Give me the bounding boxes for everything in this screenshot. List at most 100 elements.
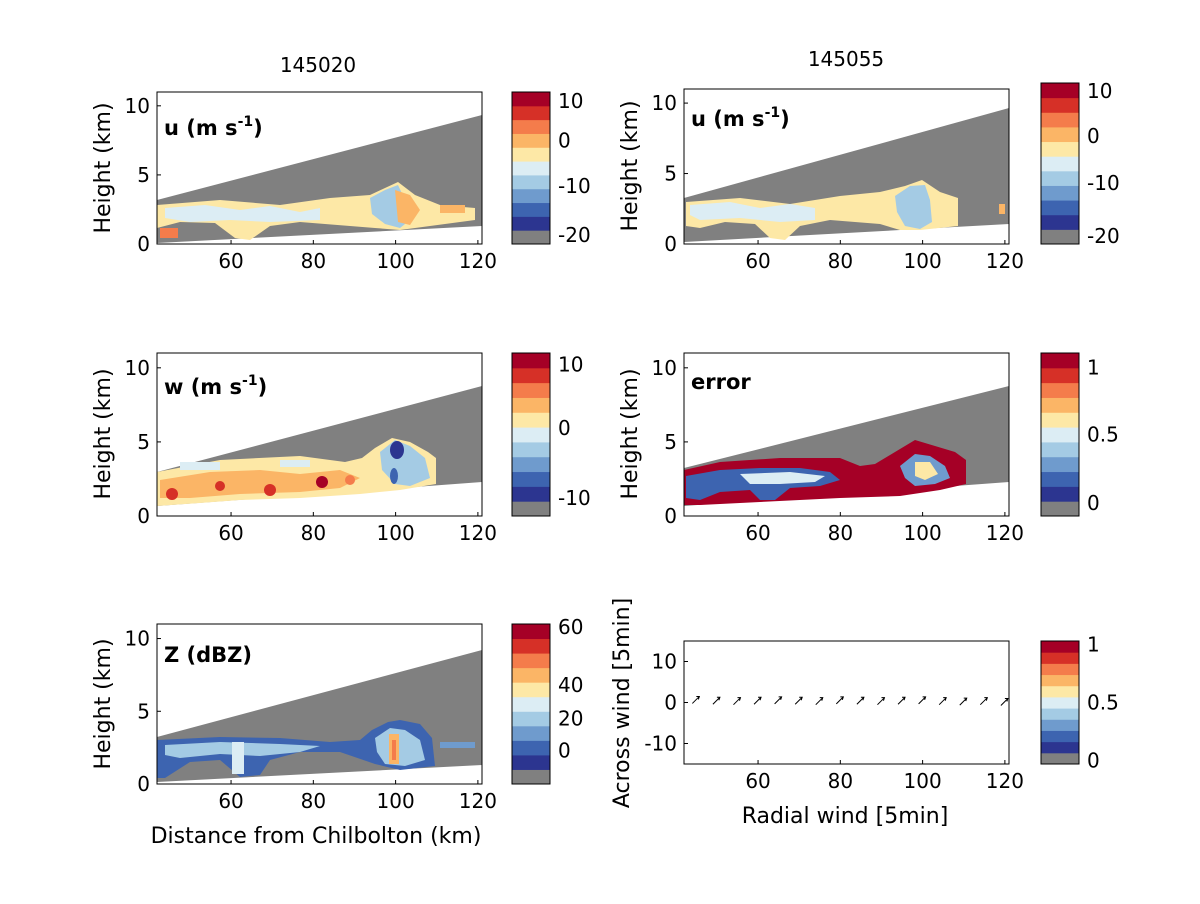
colorbar-tick-label: 0 <box>558 129 571 153</box>
wind-vector <box>856 696 865 705</box>
axes-frame <box>683 352 1010 517</box>
colorbar-tick-label: 0 <box>1087 748 1100 772</box>
wind-vector <box>691 695 701 704</box>
colorbar-swatch <box>512 441 550 458</box>
y-tick-label: 0 <box>664 504 677 528</box>
beam-mask-top <box>157 92 482 200</box>
axes-frame <box>683 88 1010 245</box>
colorbar-swatch <box>512 367 550 384</box>
updraft-core <box>166 488 178 500</box>
colorbar-swatch <box>512 161 550 176</box>
colorbar: 10 0 -10 -20 <box>1040 79 1120 248</box>
colorbar: 10.50 <box>1040 352 1119 517</box>
panel-label-sup: -1 <box>238 114 254 130</box>
x-tick-label: 80 <box>828 521 853 545</box>
y-tick-label: 5 <box>664 162 677 186</box>
colorbar-swatch <box>512 667 550 683</box>
colorbar-tick-label: 0 <box>558 738 571 762</box>
x-tick-label: 120 <box>459 789 497 813</box>
updraft-core <box>215 481 225 491</box>
colorbar-swatch <box>512 92 550 107</box>
colorbar-swatch <box>1041 652 1079 664</box>
colorbar-swatch <box>1041 708 1079 720</box>
y-tick-label: 10 <box>125 627 150 651</box>
colorbar-swatch <box>512 412 550 428</box>
colorbar-tick-label: 10 <box>1087 79 1112 103</box>
colorbar-swatch <box>1041 486 1079 502</box>
wind-vector <box>815 697 824 706</box>
colorbar-swatch <box>1041 382 1079 398</box>
cloud-base <box>686 180 958 240</box>
colorbar-swatch <box>1041 126 1079 143</box>
x-tick-label: 60 <box>218 249 243 273</box>
y-axis-label: Height (km) <box>618 368 643 499</box>
colorbar-frame <box>511 352 551 517</box>
colorbar-swatch <box>1041 441 1079 458</box>
wind-vector <box>897 696 906 705</box>
colorbar-swatch <box>1041 471 1079 487</box>
updraft-core <box>316 476 328 488</box>
colorbar-swatch <box>1041 427 1079 443</box>
y-axis-label: Height (km) <box>91 368 116 499</box>
y-axis-label: Height (km) <box>91 102 116 233</box>
colorbar-swatch <box>512 624 550 640</box>
colorbar-swatch <box>1041 397 1079 413</box>
updraft-core <box>264 484 276 496</box>
wind-vector <box>959 697 968 706</box>
colorbar-swatch <box>1041 367 1079 384</box>
x-tick-label: 80 <box>828 769 853 793</box>
panel-label: Z (dBZ) <box>164 643 252 667</box>
x-tick-label: 60 <box>218 521 243 545</box>
x-tick-label: 120 <box>459 521 497 545</box>
cloud-patch <box>999 204 1005 214</box>
error-mid-region <box>915 462 938 480</box>
cloud-patch <box>440 205 465 213</box>
colorbar-swatch <box>512 456 550 473</box>
axes-frame <box>683 640 1010 765</box>
y-tick-label: 10 <box>125 94 150 118</box>
panel-label-text: u (m s <box>691 107 765 131</box>
colorbar-frame <box>1040 82 1080 245</box>
cloud-patch <box>180 462 220 470</box>
colorbar-swatch <box>512 682 550 698</box>
downdraft-core <box>390 468 398 484</box>
y-axis-label: Height (km) <box>618 100 643 231</box>
colorbar-swatch <box>512 188 550 204</box>
colorbar-swatch <box>1041 214 1079 230</box>
colorbar-swatch <box>512 382 550 398</box>
colorbar-frame <box>1040 352 1080 517</box>
x-tick-label: 100 <box>377 789 415 813</box>
y-tick-label: 0 <box>137 772 150 796</box>
colorbar-swatch <box>1041 685 1079 698</box>
wind-vector <box>835 696 845 705</box>
x-tick-label: 100 <box>377 249 415 273</box>
colorbar-swatch <box>512 353 550 369</box>
y-tick-label: 0 <box>664 232 677 256</box>
axes-frame <box>156 623 483 785</box>
cloud-patch <box>160 228 178 238</box>
echo-core <box>392 740 396 760</box>
y-axis-label: Across wind [5min] <box>610 598 635 808</box>
x-tick-label: 60 <box>218 789 243 813</box>
x-tick-label: 60 <box>745 249 770 273</box>
colorbar-tick-label: 1 <box>1087 356 1100 380</box>
x-tick-label: 120 <box>986 521 1024 545</box>
downdraft-core <box>390 441 404 459</box>
x-tick-label: 80 <box>301 789 326 813</box>
cloud-patch <box>280 460 310 467</box>
echo-patch <box>232 742 244 774</box>
x-tick-label: 120 <box>459 249 497 273</box>
wind-vector <box>877 697 886 706</box>
y-tick-label: 10 <box>652 356 677 380</box>
column-title-left: 145020 <box>280 53 356 77</box>
colorbar-swatch <box>1041 229 1079 245</box>
wind-vector <box>938 697 947 706</box>
y-tick-label: 5 <box>137 163 150 187</box>
colorbar-swatch <box>512 105 550 121</box>
x-tick-label: 80 <box>301 249 326 273</box>
colorbar-swatch <box>1041 674 1079 687</box>
colorbar-tick-label: 0.5 <box>1087 691 1119 715</box>
